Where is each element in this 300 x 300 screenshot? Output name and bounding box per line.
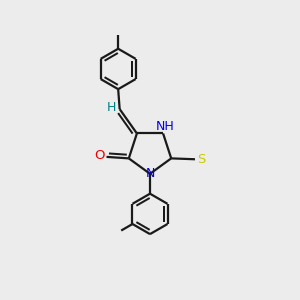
- Text: N: N: [145, 167, 155, 180]
- Text: H: H: [106, 101, 116, 114]
- Text: O: O: [95, 149, 105, 163]
- Text: S: S: [197, 153, 206, 166]
- Text: NH: NH: [156, 119, 175, 133]
